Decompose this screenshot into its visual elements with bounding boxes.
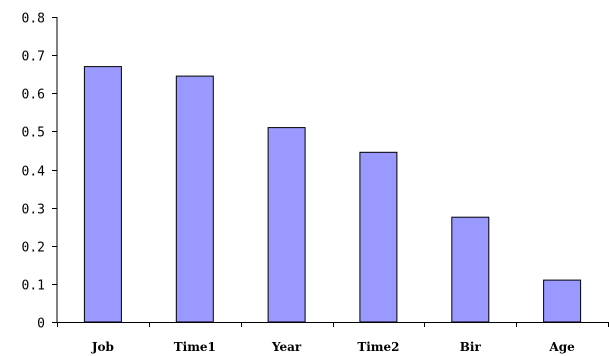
y-tick-label: 0.1 [22,279,45,294]
x-tick-label: Year [271,340,302,354]
y-tick-label: 0.4 [22,165,46,180]
bar-time2 [359,151,398,323]
x-axis: Job Time1 Year Time2 Bir Age [57,322,609,354]
x-tick-label: Job [91,340,114,354]
x-tick-label: Time1 [174,340,216,354]
y-tick-label: 0.8 [22,12,45,27]
y-tick-label: 0.6 [22,88,45,103]
y-tick-label: 0.5 [22,126,45,141]
bars [83,66,582,323]
bar-job [83,66,122,323]
x-tick-label: Age [548,340,575,354]
x-tick-label: Bir [460,340,482,354]
y-tick-label: 0 [37,317,45,332]
bar-year [267,127,306,323]
bar-age [543,279,582,323]
y-tick-label: 0.7 [22,50,45,65]
y-tick-label: 0.2 [22,241,45,256]
x-tick-label: Time2 [357,340,399,354]
bar-bir [451,216,490,323]
bar-time1 [175,75,214,323]
y-tick-label: 0.3 [22,203,45,218]
y-axis: 0 0.1 0.2 0.3 0.4 0.5 0.6 0.7 0.8 [22,12,58,332]
